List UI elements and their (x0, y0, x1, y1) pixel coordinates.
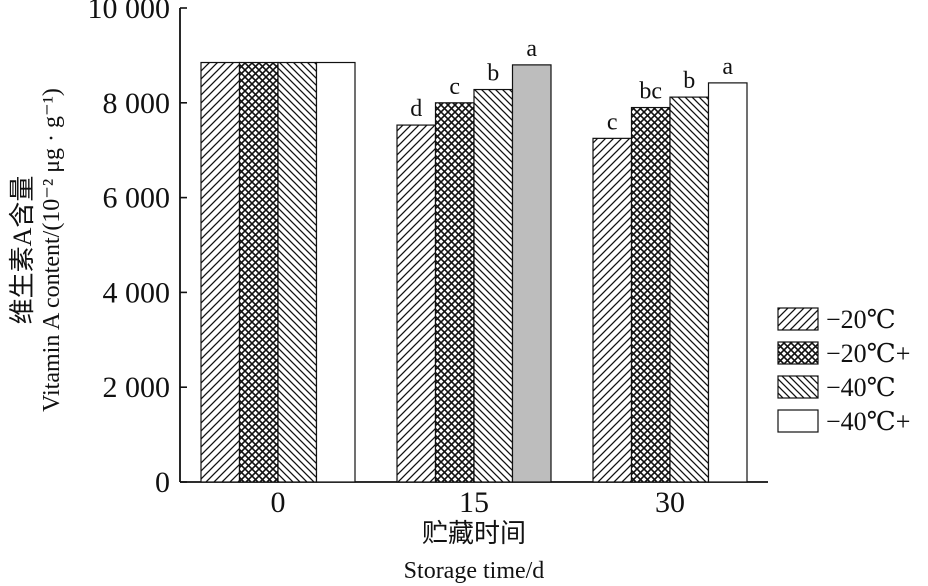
significance-label: c (607, 109, 618, 135)
y-tick-label: 4 000 (103, 276, 171, 309)
legend-label: −40℃+ (826, 407, 910, 436)
significance-label: d (410, 96, 422, 122)
y-tick-label: 2 000 (103, 371, 171, 404)
y-axis-title-en: Vitamin A content/(10⁻² μg · g⁻¹) (39, 88, 65, 412)
bar (592, 137, 633, 483)
bar (434, 102, 475, 483)
significance-label: c (449, 74, 460, 100)
bars (200, 61, 748, 483)
bar (511, 64, 552, 483)
bar (238, 61, 279, 483)
legend-swatch (777, 307, 819, 331)
bar (315, 61, 356, 483)
significance-label: bc (639, 79, 662, 105)
y-tick-label: 10 000 (88, 0, 171, 25)
legend-label: −20℃ (826, 305, 896, 334)
bar (200, 61, 241, 483)
x-axis-title-en: Storage time/d (404, 558, 545, 584)
legend-swatch (777, 375, 819, 399)
y-axis-title-cn: 维生素A含量 (8, 176, 37, 325)
legend-swatch (777, 341, 819, 365)
y-tick-label: 8 000 (103, 87, 171, 120)
x-tick-label: 0 (271, 486, 286, 519)
significance-label: b (487, 61, 499, 87)
legend-label: −20℃+ (826, 339, 910, 368)
bar (669, 96, 710, 483)
bar (473, 88, 514, 483)
bar (396, 124, 437, 483)
bar (630, 106, 671, 483)
y-tick-label: 6 000 (103, 182, 171, 215)
bar (277, 61, 318, 483)
legend: −20℃ −20℃+ −40℃ −40℃+ (777, 305, 910, 436)
significance-label: a (722, 54, 733, 80)
legend-swatch (777, 409, 819, 433)
legend-label: −40℃ (826, 373, 896, 402)
significance-label: b (683, 68, 695, 94)
bar (707, 82, 748, 483)
axes: 0 2 000 4 000 6 000 8 000 10 000 0 15 30 (88, 0, 768, 519)
x-tick-label: 30 (655, 486, 685, 519)
x-axis-title-cn: 贮藏时间 (422, 519, 526, 548)
significance-label: a (526, 36, 537, 62)
y-tick-label: 0 (155, 466, 170, 499)
x-tick-label: 15 (459, 486, 489, 519)
